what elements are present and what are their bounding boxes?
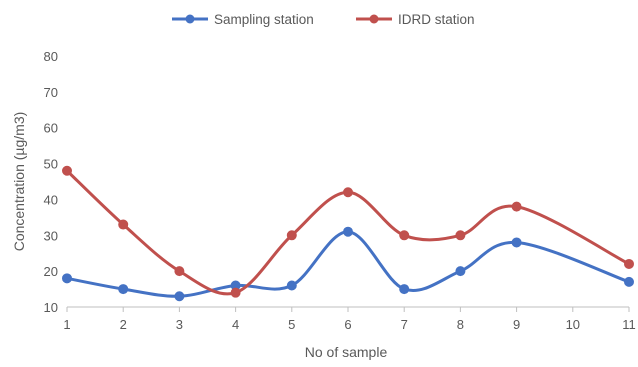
x-tick-label: 3: [176, 317, 183, 332]
data-point: [511, 237, 522, 248]
y-tick-label: 60: [44, 121, 58, 136]
chart-legend: Sampling station IDRD station: [172, 12, 475, 27]
y-tick-label: 50: [44, 157, 58, 172]
y-tick-label: 70: [44, 85, 58, 100]
x-tick-label: 10: [566, 317, 580, 332]
x-tick-label: 2: [120, 317, 127, 332]
series-line-sampling-station: [65, 230, 631, 298]
y-tick-label: 30: [44, 228, 58, 243]
data-point: [118, 219, 129, 230]
x-tick-label: 1: [63, 317, 70, 332]
x-tick-label: 6: [344, 317, 351, 332]
y-tick-label: 20: [44, 264, 58, 279]
data-point: [174, 266, 185, 277]
series-line-idrd-station: [65, 169, 631, 296]
data-point: [399, 230, 410, 241]
legend-label: IDRD station: [398, 12, 475, 27]
data-point: [230, 287, 241, 298]
data-point: [174, 291, 185, 302]
series-layer: [62, 165, 634, 302]
x-tick-label: 5: [288, 317, 295, 332]
data-point: [62, 165, 72, 176]
data-point: [343, 226, 353, 237]
series-sampling-station: [62, 226, 634, 302]
x-tick-label: 8: [457, 317, 464, 332]
y-axis: 10 20 30 40 50 60 70 80: [44, 49, 58, 315]
legend-item-idrd-station: IDRD station: [356, 12, 475, 27]
legend-item-sampling-station: Sampling station: [172, 12, 314, 27]
y-axis-title: Concentration (µg/m3): [11, 112, 27, 252]
x-tick-label: 7: [401, 317, 408, 332]
data-point: [62, 273, 72, 284]
series-idrd-station: [62, 165, 634, 298]
data-point: [624, 276, 634, 287]
x-tick-label: 9: [513, 317, 520, 332]
x-tick-label: 4: [232, 317, 239, 332]
data-point: [624, 258, 634, 269]
x-axis: 1 2 3 4 5 6 7 8 9 10 11: [63, 306, 636, 332]
data-point: [511, 201, 522, 212]
y-tick-label: 10: [44, 300, 58, 315]
data-point: [343, 187, 353, 198]
y-tick-label: 40: [44, 192, 58, 207]
data-point: [286, 230, 297, 241]
x-tick-label: 11: [622, 317, 636, 332]
y-tick-label: 80: [44, 49, 58, 64]
legend-swatch-marker: [369, 14, 379, 24]
data-point: [118, 284, 129, 295]
x-axis-title: No of sample: [305, 344, 388, 360]
data-point: [399, 284, 410, 295]
legend-swatch-marker: [185, 14, 195, 24]
data-point: [286, 280, 297, 291]
data-point: [455, 230, 466, 241]
data-point: [455, 266, 466, 277]
legend-label: Sampling station: [214, 12, 314, 27]
